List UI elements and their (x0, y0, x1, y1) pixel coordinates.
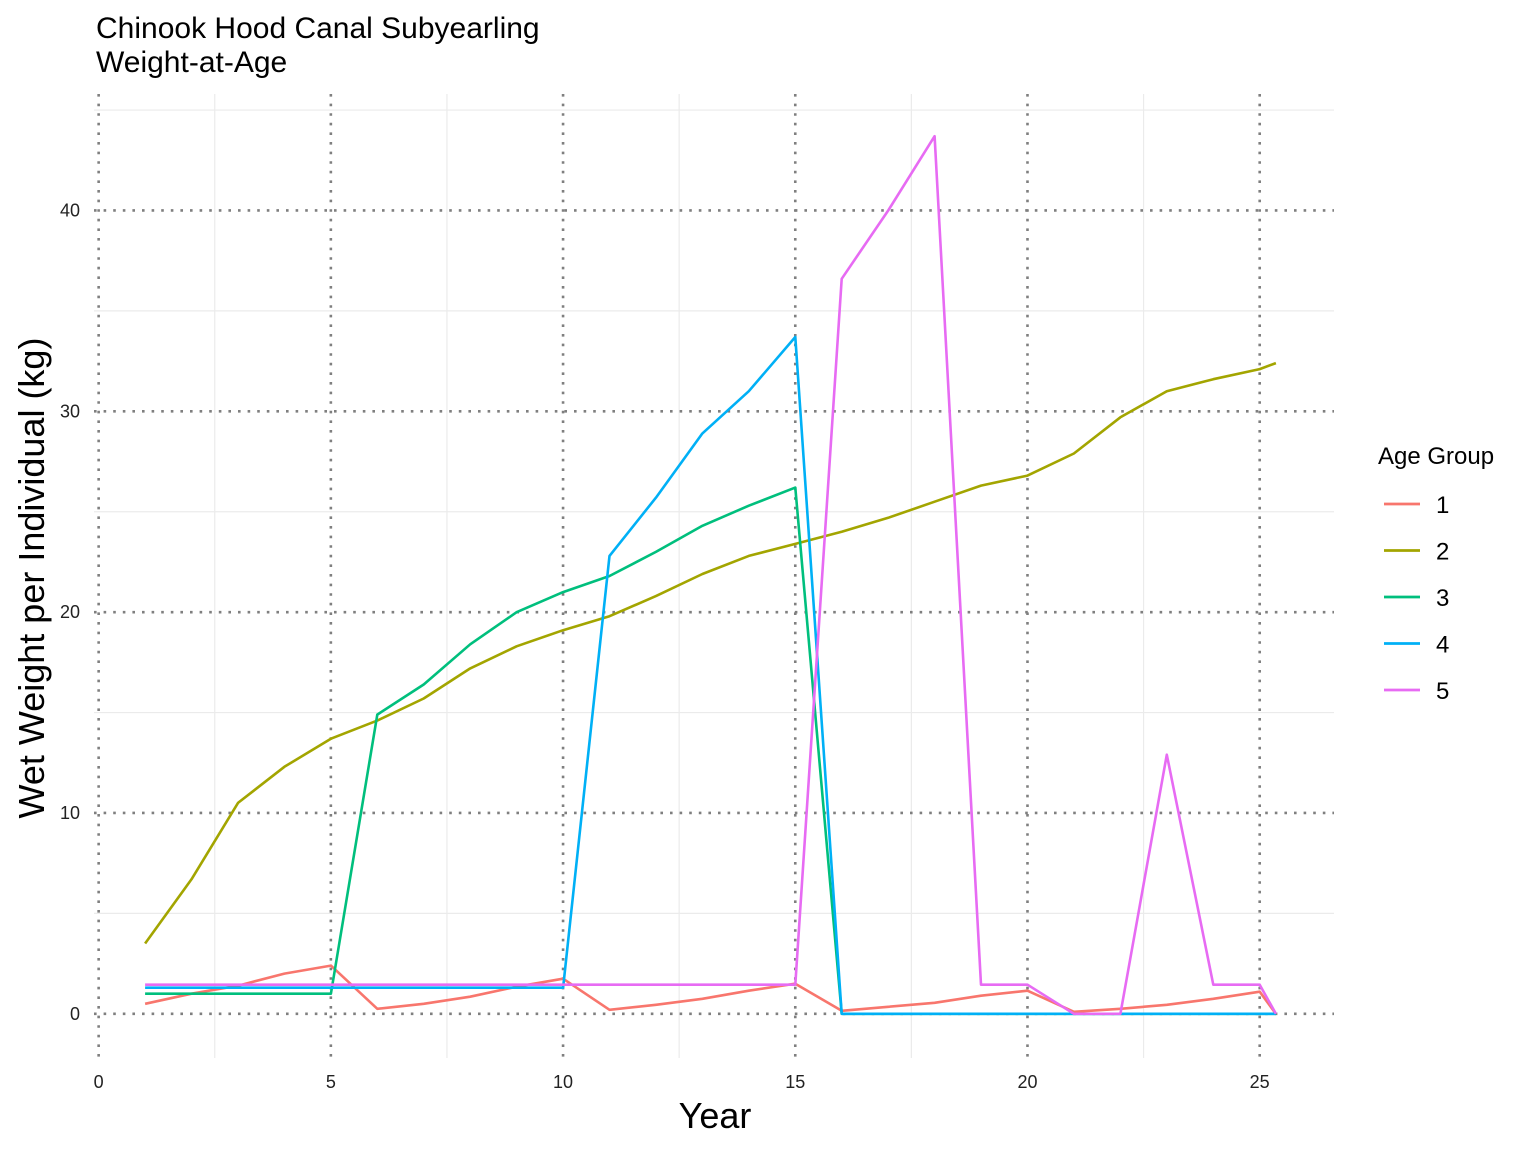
grid (94, 94, 1334, 1058)
x-axis-title: Year (679, 1095, 752, 1136)
legend: Age Group 1 2 3 4 5 (1378, 443, 1494, 705)
y-axis-ticks: 0 10 20 30 40 (60, 200, 80, 1023)
y-tick-label: 10 (60, 803, 80, 823)
legend-label-age-2: 2 (1436, 539, 1449, 566)
y-tick-label: 30 (60, 401, 80, 421)
x-axis-ticks: 0 5 10 15 20 25 (94, 1072, 1270, 1092)
x-tick-label: 0 (94, 1072, 104, 1092)
y-tick-label: 40 (60, 200, 80, 220)
series-lines (144, 134, 1278, 1016)
y-tick-label: 20 (60, 602, 80, 622)
x-tick-label: 25 (1250, 1072, 1270, 1092)
series-line-age-3 (145, 486, 1276, 1016)
legend-label-age-1: 1 (1436, 492, 1449, 519)
x-tick-label: 5 (326, 1072, 336, 1092)
chart-title: Chinook Hood Canal Subyearling (96, 12, 540, 45)
y-tick-label: 0 (70, 1004, 80, 1024)
x-tick-label: 15 (785, 1072, 805, 1092)
series-line-age-4 (145, 335, 1276, 1016)
x-tick-label: 20 (1017, 1072, 1037, 1092)
legend-title: Age Group (1378, 443, 1494, 470)
legend-label-age-3: 3 (1436, 585, 1449, 612)
series-line-age-1 (144, 964, 1277, 1015)
series-line-age-5 (145, 134, 1278, 1016)
chart-subtitle: Weight-at-Age (96, 46, 287, 79)
legend-label-age-4: 4 (1436, 632, 1449, 659)
series-line-age-2 (144, 361, 1277, 945)
legend-label-age-5: 5 (1436, 678, 1449, 705)
y-axis-title: Wet Weight per Individual (kg) (11, 338, 52, 819)
x-tick-label: 10 (553, 1072, 573, 1092)
